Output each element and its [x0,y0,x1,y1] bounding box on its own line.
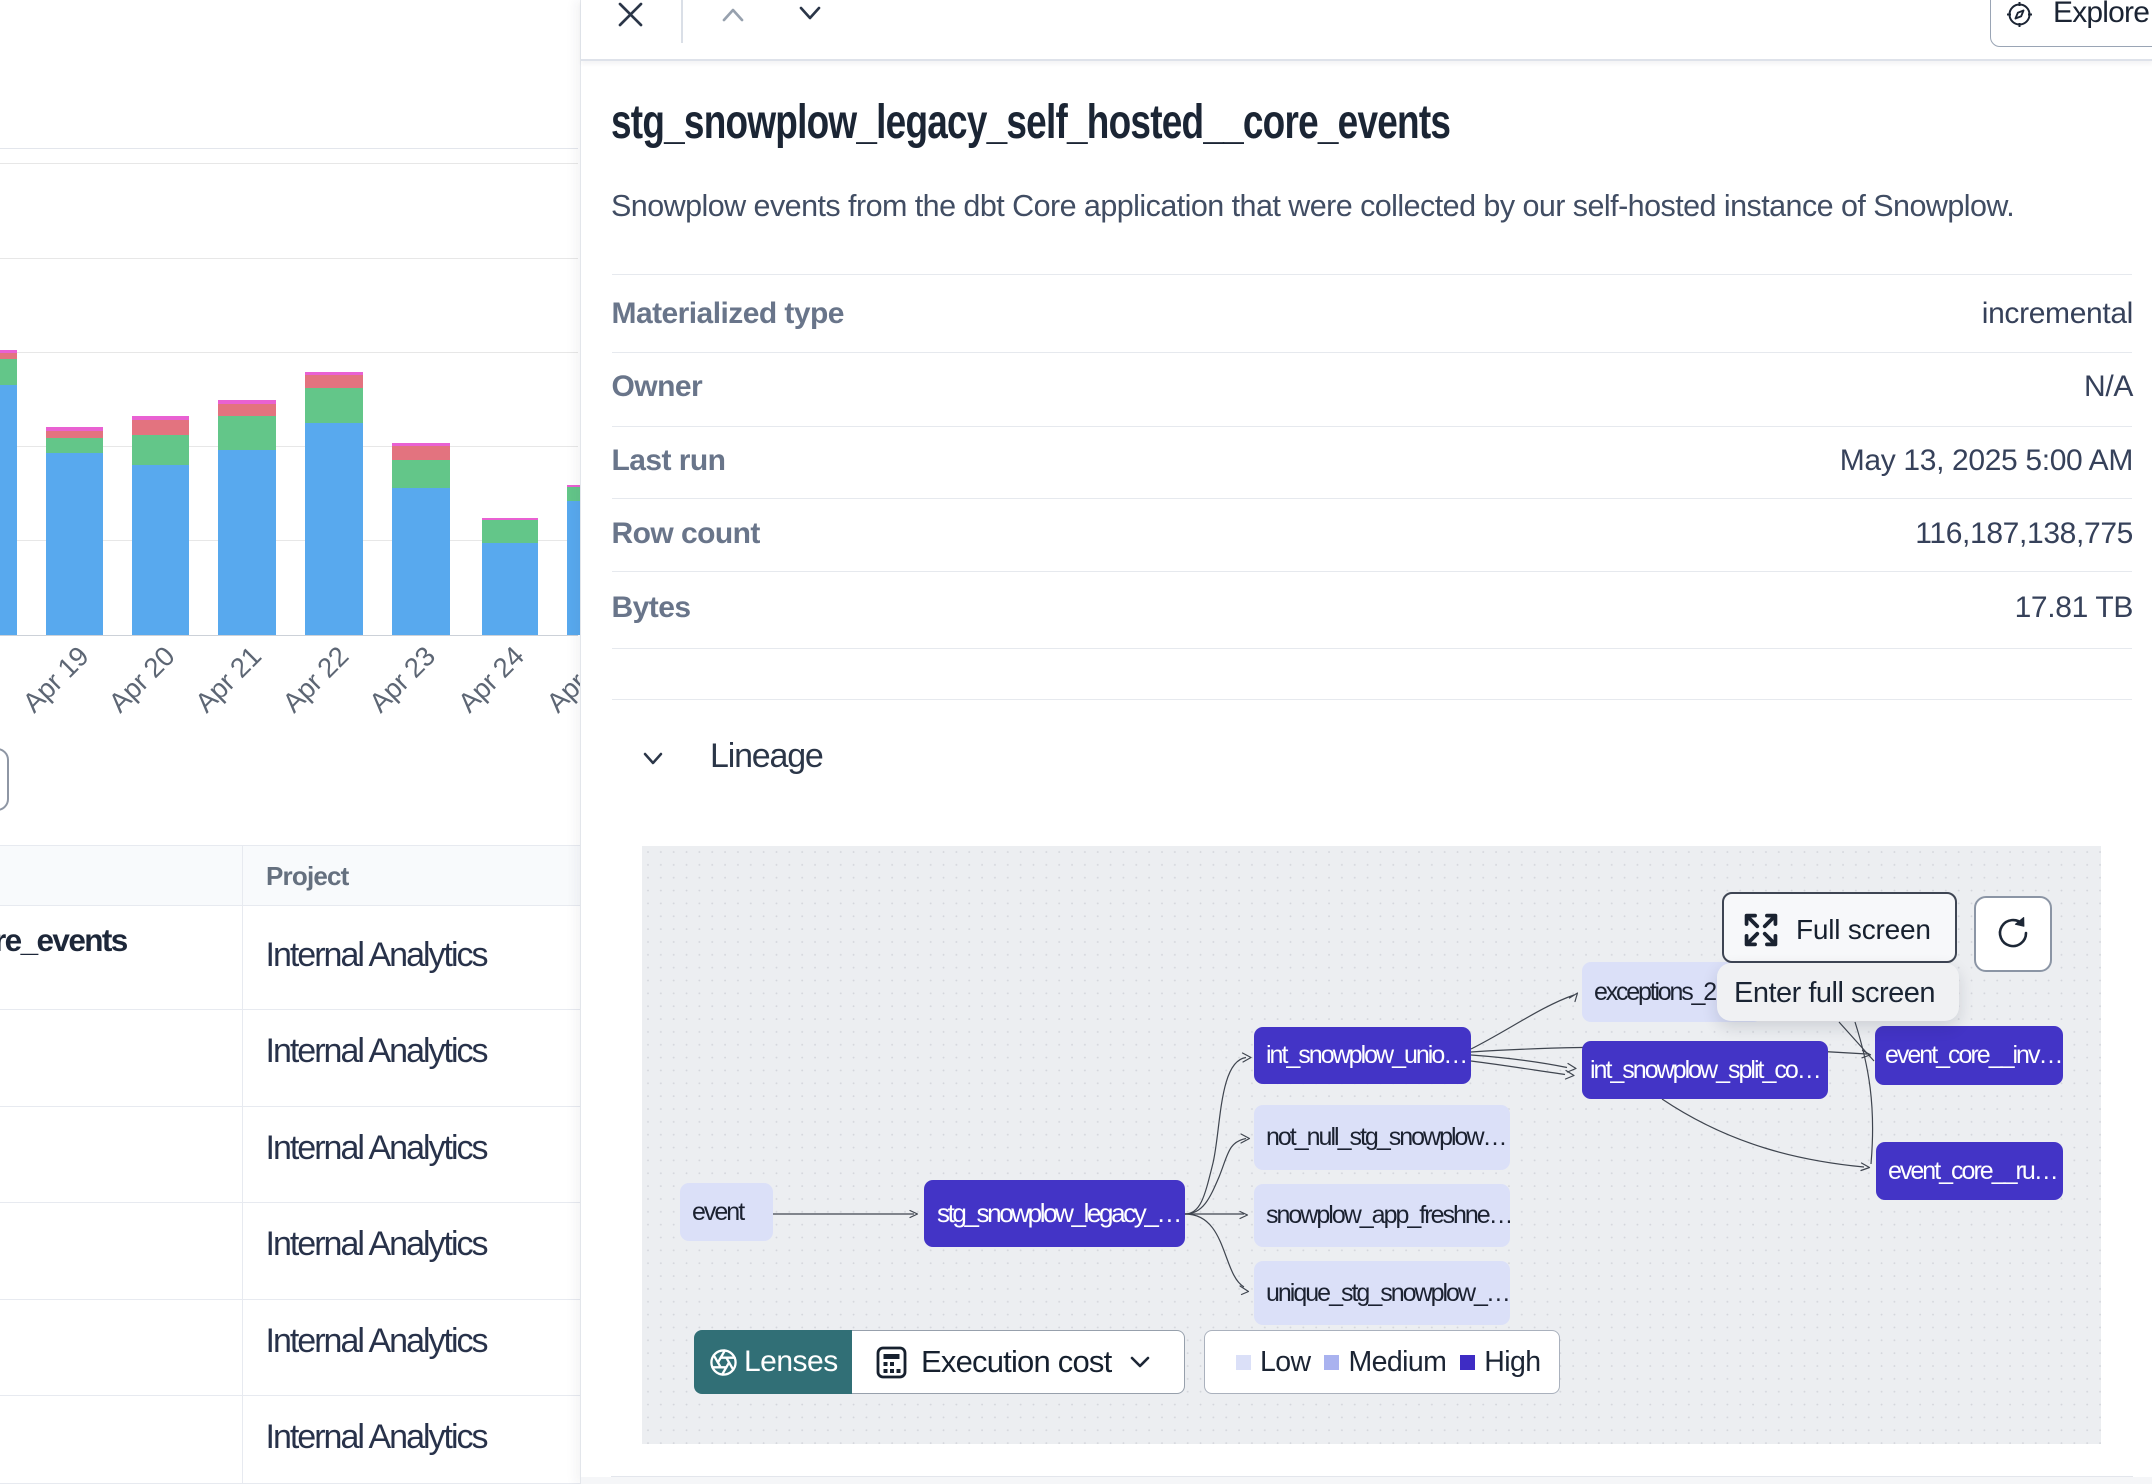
svg-text:Apr 19: Apr 19 [16,640,94,718]
svg-text:Apr 25: Apr 25 [540,640,580,718]
svg-text:Apr 24: Apr 24 [452,640,530,718]
svg-text:Apr 21: Apr 21 [189,640,267,718]
svg-text:Apr 22: Apr 22 [276,640,354,718]
svg-text:Apr 23: Apr 23 [363,640,441,718]
svg-text:Apr 20: Apr 20 [102,640,180,718]
